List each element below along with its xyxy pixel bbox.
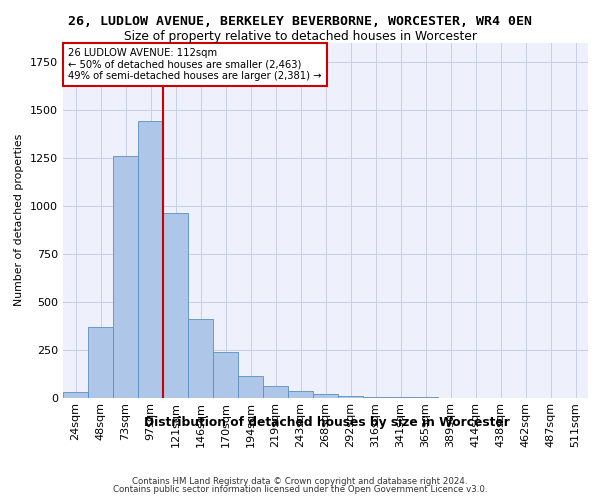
Text: Contains HM Land Registry data © Crown copyright and database right 2024.: Contains HM Land Registry data © Crown c… [132, 477, 468, 486]
Text: Distribution of detached houses by size in Worcester: Distribution of detached houses by size … [144, 416, 510, 429]
Bar [313, 394, 338, 398]
Text: Contains public sector information licensed under the Open Government Licence v3: Contains public sector information licen… [113, 485, 487, 494]
Bar [113, 156, 138, 398]
Bar [63, 392, 88, 398]
Text: 26, LUDLOW AVENUE, BERKELEY BEVERBORNE, WORCESTER, WR4 0EN: 26, LUDLOW AVENUE, BERKELEY BEVERBORNE, … [68, 15, 532, 28]
Bar [238, 376, 263, 398]
Text: 26 LUDLOW AVENUE: 112sqm
← 50% of detached houses are smaller (2,463)
49% of sem: 26 LUDLOW AVENUE: 112sqm ← 50% of detach… [68, 48, 322, 81]
Bar [188, 319, 213, 398]
Bar [263, 386, 288, 398]
Bar [138, 121, 163, 398]
Y-axis label: Number of detached properties: Number of detached properties [14, 134, 25, 306]
Bar [363, 396, 388, 398]
Bar [88, 326, 113, 398]
Bar [288, 391, 313, 398]
Text: Size of property relative to detached houses in Worcester: Size of property relative to detached ho… [124, 30, 476, 43]
Bar [163, 214, 188, 398]
Bar [213, 352, 238, 398]
Bar [338, 396, 363, 398]
